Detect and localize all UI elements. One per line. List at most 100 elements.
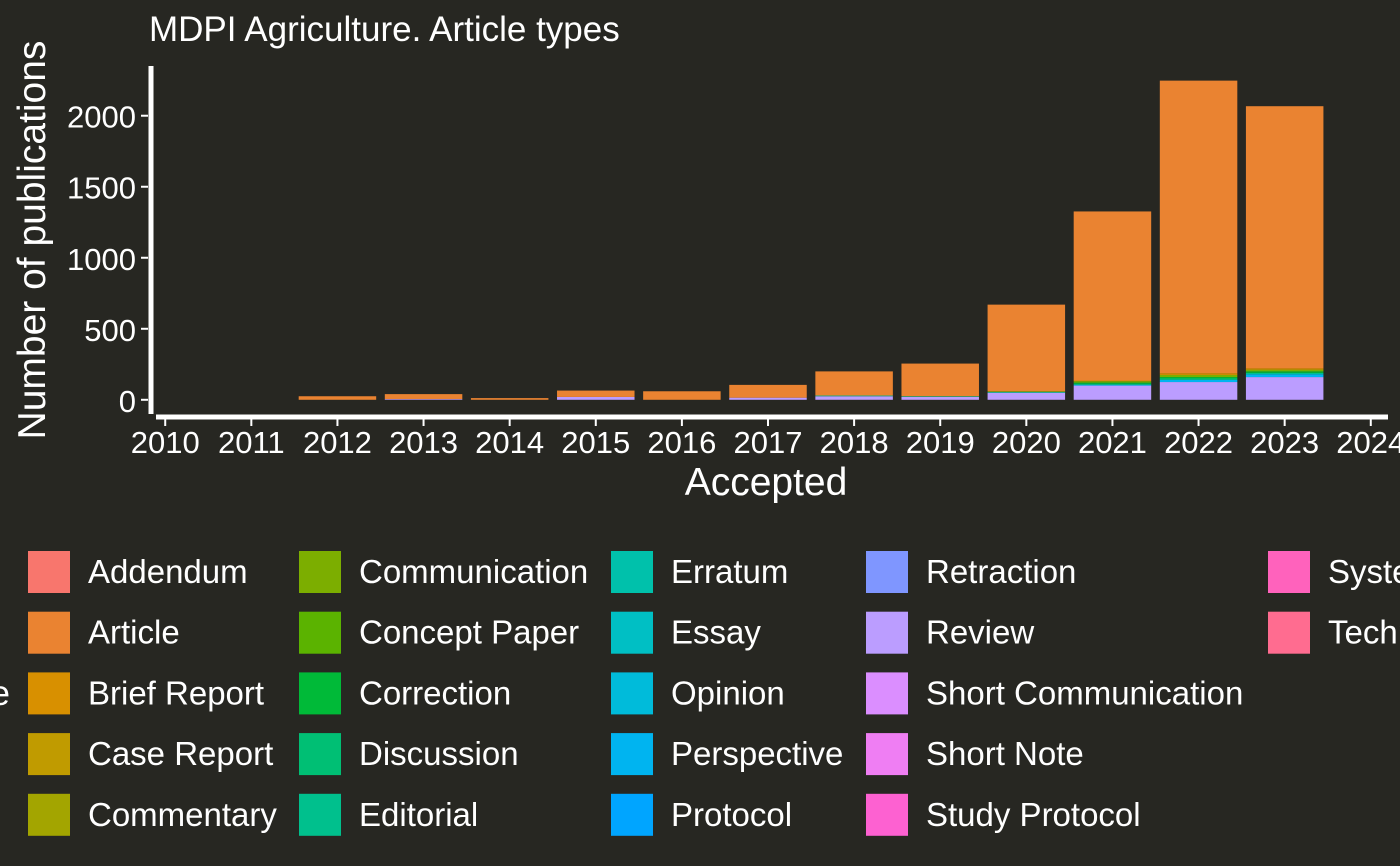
bar-segment <box>815 371 893 396</box>
legend-key <box>1268 611 1310 654</box>
legend-key <box>866 733 908 776</box>
x-tick-label: 2018 <box>820 425 889 460</box>
legend-key <box>866 611 908 654</box>
bar-segment <box>1245 106 1324 369</box>
bar-segment <box>1073 384 1152 386</box>
bar-segment <box>901 396 979 397</box>
legend-label: Brief Report <box>88 674 264 711</box>
bar-segment <box>1159 379 1238 383</box>
bar-segment <box>384 399 463 400</box>
y-axis-label: Number of publications <box>11 41 54 440</box>
legend-key <box>299 672 341 715</box>
bar-segment <box>987 304 1066 392</box>
bar-segment <box>470 398 549 400</box>
legend-key <box>1268 551 1310 593</box>
legend-label: Essay <box>671 614 761 651</box>
legend-label: Study Protocol <box>926 796 1141 833</box>
y-tick-label: 2000 <box>67 100 136 135</box>
bar-segment <box>1073 385 1152 400</box>
legend-key <box>611 551 653 593</box>
legend-label: Correction <box>359 674 511 711</box>
y-tick-label: 0 <box>119 384 136 419</box>
legend-label: Erratum <box>671 553 788 590</box>
legend-key <box>866 672 908 715</box>
bar-segment <box>1073 383 1152 385</box>
bar-segment <box>729 397 807 400</box>
bar-segment <box>1159 373 1238 375</box>
bar-segment <box>643 391 721 400</box>
legend-key <box>299 611 341 654</box>
x-tick-label: 2011 <box>218 425 285 460</box>
bar-segment <box>1245 377 1324 400</box>
legend-label: Protocol <box>671 796 792 833</box>
x-tick-label: 2023 <box>1250 425 1319 460</box>
bar-segment <box>557 396 635 400</box>
x-tick-label: 2016 <box>647 425 716 460</box>
bar-segment <box>1159 80 1238 374</box>
legend-key <box>28 733 70 776</box>
y-tick-label: 1500 <box>67 171 136 206</box>
bar-segment <box>1159 382 1238 400</box>
x-tick-label: 2010 <box>131 425 200 460</box>
legend-label: Retraction <box>926 553 1076 590</box>
bar-segment <box>1073 382 1152 384</box>
legend-key <box>28 793 70 836</box>
x-tick-label: 2022 <box>1164 425 1233 460</box>
legend-label: Commentary <box>88 796 277 833</box>
bar-segment <box>1245 368 1324 370</box>
bars-layer <box>298 80 1324 400</box>
bar-segment <box>384 394 463 400</box>
legend-label: Discussion <box>359 735 519 772</box>
axes-layer: 0 500 1000 1500 2000 2010 2011 2012 2013 2014 2015… <box>67 66 1400 460</box>
x-tick-label: 2020 <box>992 425 1061 460</box>
bar-segment <box>298 396 377 400</box>
legend-label: Editorial <box>359 796 478 833</box>
bar-segment <box>987 391 1066 392</box>
legend-key <box>299 733 341 776</box>
bar-segment <box>901 363 979 397</box>
legend-label: Communication <box>359 553 588 590</box>
x-tick-label: 2021 <box>1078 425 1147 460</box>
bar-segment <box>987 392 1066 400</box>
bar-segment <box>1245 372 1324 375</box>
bar-segment <box>1245 369 1324 372</box>
legend-key <box>866 551 908 593</box>
bar-segment <box>987 391 1066 393</box>
x-tick-label: 2012 <box>303 425 372 460</box>
x-tick-label: 2017 <box>734 425 803 460</box>
legend-label: Article <box>88 614 180 651</box>
bar-segment <box>1073 380 1152 382</box>
legend-key <box>28 611 70 654</box>
legend-key <box>611 793 653 836</box>
legend-label: Technical Note <box>1328 614 1400 651</box>
bar-segment <box>815 396 893 400</box>
legend-key <box>611 733 653 776</box>
legend-key <box>611 611 653 654</box>
bar-segment <box>1159 378 1238 380</box>
x-tick-label: 2024 <box>1336 425 1400 460</box>
legend-label: Concept Paper <box>359 614 579 651</box>
legend-key <box>28 551 70 593</box>
x-tick-label: 2019 <box>906 425 975 460</box>
legend-label: Short Communication <box>926 674 1243 711</box>
legend: Type Addendum Article Brief Report Case Rep… <box>0 551 1400 836</box>
bar-segment <box>1159 377 1238 379</box>
legend-key <box>299 551 341 593</box>
chart-title: MDPI Agriculture. Article types <box>149 10 620 49</box>
bar-segment <box>1159 374 1238 378</box>
legend-key <box>28 672 70 715</box>
bar-segment <box>729 384 807 398</box>
bar-segment <box>1073 211 1152 381</box>
legend-label: Case Report <box>88 735 273 772</box>
x-tick-label: 2015 <box>561 425 630 460</box>
bar-segment <box>1073 381 1152 383</box>
legend-label: Short Note <box>926 735 1084 772</box>
legend-key <box>299 793 341 836</box>
y-tick-label: 500 <box>84 313 136 348</box>
legend-label: Review <box>926 614 1034 651</box>
bar-segment <box>1245 371 1324 373</box>
legend-label: Addendum <box>88 553 248 590</box>
bar-segment <box>557 390 635 397</box>
x-axis-label: Accepted <box>685 461 848 504</box>
